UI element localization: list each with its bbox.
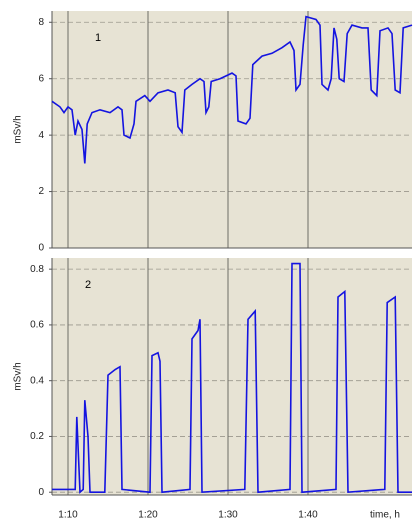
panel-annotation: 2 bbox=[85, 279, 91, 291]
data-line bbox=[52, 262, 412, 494]
y-axis-label: mSv/h bbox=[13, 115, 24, 143]
x-tick-label: 1:10 bbox=[58, 510, 78, 521]
x-axis-label: time, h bbox=[370, 510, 400, 521]
plot-area bbox=[52, 258, 412, 495]
x-tick-label: 1:30 bbox=[218, 510, 238, 521]
y-axis-label: mSv/h bbox=[13, 362, 24, 390]
y-tick-label: 0.2 bbox=[30, 431, 44, 442]
x-tick-label: 1:20 bbox=[138, 510, 158, 521]
y-tick-label: 8 bbox=[38, 17, 44, 28]
data-line bbox=[51, 15, 413, 164]
y-tick-label: 0.6 bbox=[30, 320, 44, 331]
y-tick-label: 6 bbox=[38, 73, 44, 84]
y-tick-label: 0.4 bbox=[30, 375, 44, 386]
y-tick-label: 0 bbox=[38, 243, 44, 254]
y-tick-label: 4 bbox=[38, 130, 44, 141]
y-tick-label: 2 bbox=[38, 186, 44, 197]
plot-area bbox=[52, 11, 412, 248]
y-tick-label: 0.8 bbox=[30, 264, 44, 275]
y-tick-label: 0 bbox=[38, 487, 44, 498]
x-tick-label: 1:40 bbox=[298, 510, 318, 521]
panel-annotation: 1 bbox=[95, 32, 101, 44]
